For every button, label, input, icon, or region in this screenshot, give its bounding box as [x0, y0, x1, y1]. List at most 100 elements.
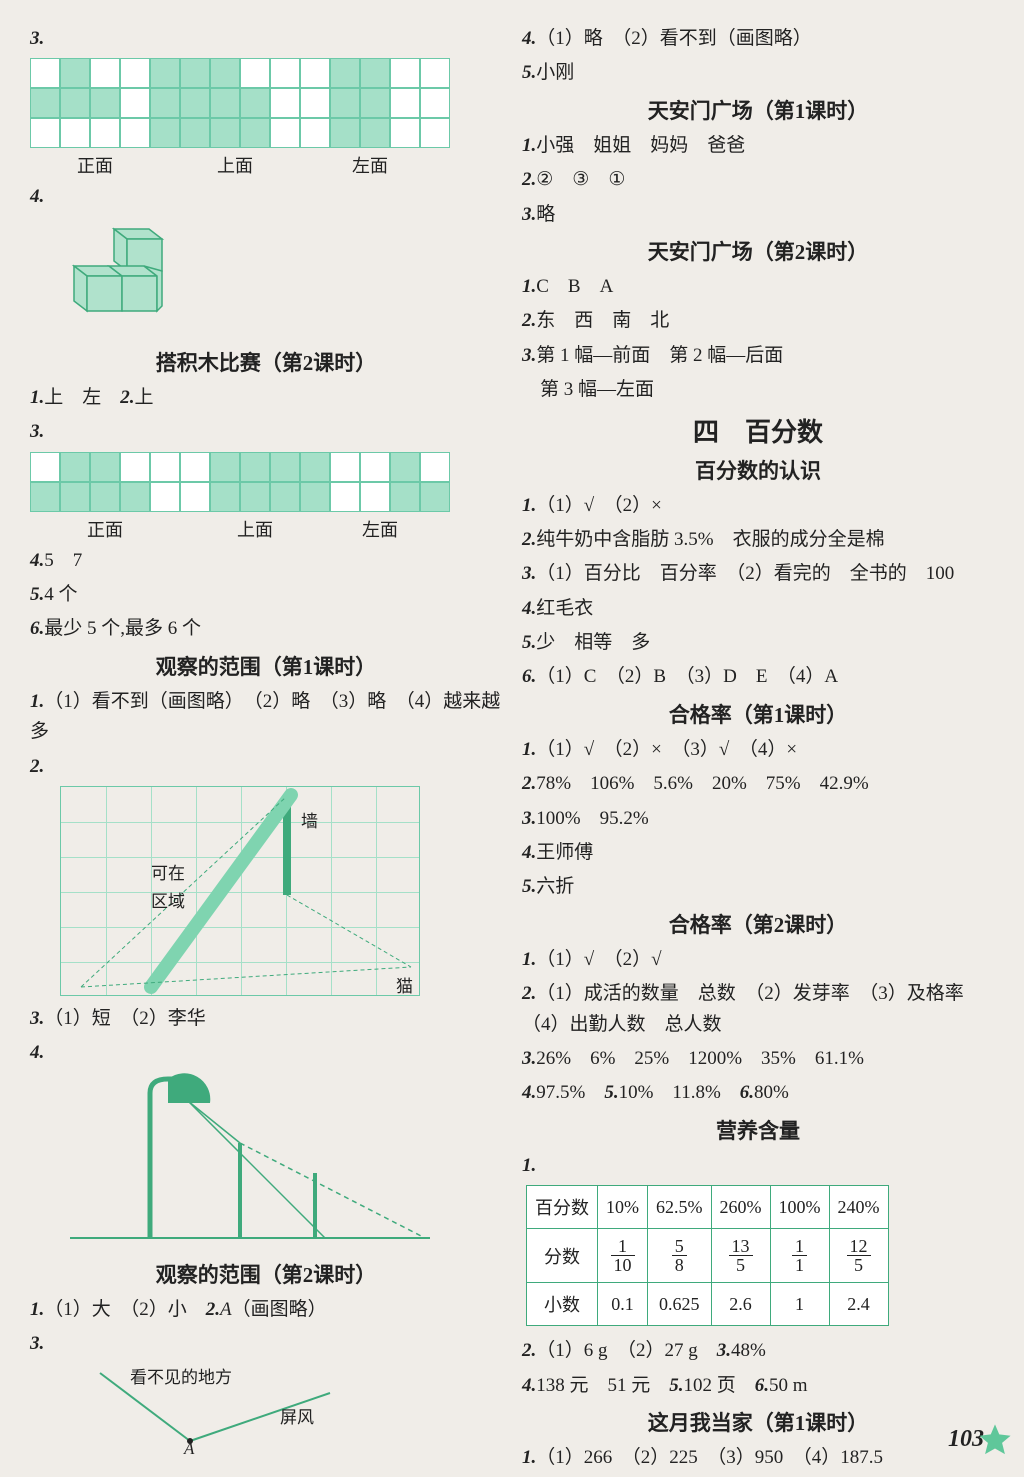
- grid-cell: [420, 482, 450, 512]
- table-cell: 110: [598, 1229, 648, 1283]
- front-label2: 正面: [30, 516, 180, 542]
- table-cell: 100%: [770, 1186, 829, 1229]
- star-icon: [978, 1423, 1012, 1457]
- r-l17: 3.100% 95.2%: [522, 804, 994, 834]
- line-1: 1.1.上 左 2.上上 左 2.上: [30, 383, 502, 413]
- views1-grid: [30, 58, 502, 148]
- cubes-3d: [54, 221, 204, 331]
- grid-cell: [210, 118, 240, 148]
- table-cell: 百分数: [527, 1186, 598, 1229]
- grid-cell: [120, 118, 150, 148]
- grid-cell: [300, 88, 330, 118]
- grid-cell: [90, 88, 120, 118]
- views1-labels: 正面 上面 左面: [30, 152, 502, 178]
- r-h1: 天安门广场（第1课时）: [522, 95, 994, 125]
- grid-cell: [330, 452, 360, 482]
- wall-label: 墙: [301, 807, 318, 832]
- line-l2: 4.5 7: [30, 546, 502, 576]
- table-cell: 2.6: [711, 1283, 770, 1326]
- grid-cell: [180, 482, 210, 512]
- grid-cell: [90, 452, 120, 482]
- r-l24: 2.（1）6 g （2）27 g 3.48%: [522, 1336, 994, 1366]
- table-cell: 260%: [711, 1186, 770, 1229]
- grid-cell: [270, 118, 300, 148]
- table-cell: 62.5%: [648, 1186, 712, 1229]
- area2-label: 区域: [151, 887, 185, 912]
- r-l15: 1.（1）√ （2）× （3）√ （4）×: [522, 735, 994, 765]
- grid-cell: [180, 118, 210, 148]
- grid-cell: [390, 452, 420, 482]
- grid-cell: [240, 482, 270, 512]
- grid-cell: [210, 58, 240, 88]
- q3b-label: 3.: [30, 421, 44, 442]
- front-label: 正面: [30, 152, 160, 178]
- grid-cell: [360, 482, 390, 512]
- r-l2: 5.小刚: [522, 58, 994, 88]
- grid-cell: [150, 88, 180, 118]
- grid-cell: [300, 118, 330, 148]
- q3-label: 3.: [30, 28, 44, 49]
- grid-cell: [360, 452, 390, 482]
- grid-cell: [420, 452, 450, 482]
- cat-label: 猫: [396, 972, 413, 997]
- grid-cell: [60, 58, 90, 88]
- line-l6: 3.（1）短 （2）李华: [30, 1004, 502, 1034]
- r-h5: 合格率（第1课时）: [522, 699, 994, 729]
- grid-cell: [360, 88, 390, 118]
- grid-cell: [150, 452, 180, 482]
- top-label2: 上面: [180, 516, 330, 542]
- grid-cell: [30, 58, 60, 88]
- table-cell: 125: [829, 1229, 888, 1283]
- grid-cell: [390, 482, 420, 512]
- nut-header-row: 百分数10%62.5%260%100%240%: [527, 1186, 889, 1229]
- r-l4: 2.② ③ ①: [522, 165, 994, 195]
- grid-cell: [270, 88, 300, 118]
- right-column: 4.（1）略 （2）看不到（画图略） 5.小刚 天安门广场（第1课时） 1.小强…: [522, 20, 994, 1477]
- angle-top-label: 看不见的地方: [130, 1363, 232, 1388]
- r-l16: 2.78% 106% 5.6% 20% 75% 42.9%: [522, 769, 994, 799]
- line-l4: 6.最少 5 个,最多 6 个: [30, 614, 502, 644]
- top-label: 上面: [160, 152, 310, 178]
- grid-cell: [300, 482, 330, 512]
- left-label: 左面: [310, 152, 430, 178]
- grid-cell: [120, 452, 150, 482]
- r-l23: 4.97.5% 5.10% 11.8% 6.80%: [522, 1078, 994, 1108]
- table-cell: 小数: [527, 1283, 598, 1326]
- q3c-label: 3.: [30, 1333, 44, 1354]
- grid-cell: [60, 118, 90, 148]
- r-l11: 3.（1）百分比 百分率 （2）看完的 全书的 100: [522, 559, 994, 589]
- views2-labels: 正面 上面 左面: [30, 516, 502, 542]
- r-l5: 3.略: [522, 200, 994, 230]
- q4b-label: 4.: [30, 1042, 44, 1063]
- r-q1-label: 1.: [522, 1155, 536, 1176]
- r-h4: 百分数的认识: [522, 455, 994, 485]
- angle-screen-label: 屏风: [280, 1403, 314, 1428]
- table-cell: 240%: [829, 1186, 888, 1229]
- grid-cell: [390, 88, 420, 118]
- grid-cell: [300, 452, 330, 482]
- grid-cell: [330, 88, 360, 118]
- grid-cell: [210, 88, 240, 118]
- line-l3: 5.4 个: [30, 580, 502, 610]
- grid-cell: [90, 482, 120, 512]
- grid-cell: [210, 482, 240, 512]
- section-range1: 观察的范围（第1课时）: [30, 651, 502, 681]
- table-cell: 0.625: [648, 1283, 712, 1326]
- r-l18: 4.王师傅: [522, 838, 994, 868]
- grid-cell: [390, 118, 420, 148]
- r-l13: 5.少 相等 多: [522, 628, 994, 658]
- section-range2: 观察的范围（第2课时）: [30, 1259, 502, 1289]
- r-h3: 四 百分数: [522, 412, 994, 449]
- grid-cell: [150, 482, 180, 512]
- left-label2: 左面: [330, 516, 430, 542]
- line-l5: 1.（1）看不到（画图略） （2）略 （3）略 （4）越来越多: [30, 687, 502, 748]
- grid-cell: [240, 118, 270, 148]
- q4-label: 4.: [30, 186, 44, 207]
- table-cell: 58: [648, 1229, 712, 1283]
- table-cell: 2.4: [829, 1283, 888, 1326]
- grid-cell: [150, 118, 180, 148]
- table-cell: 135: [711, 1229, 770, 1283]
- grid-cell: [90, 118, 120, 148]
- grid-cell: [120, 482, 150, 512]
- wall-cat-diagram: 墙 可在 区域 猫: [60, 786, 420, 996]
